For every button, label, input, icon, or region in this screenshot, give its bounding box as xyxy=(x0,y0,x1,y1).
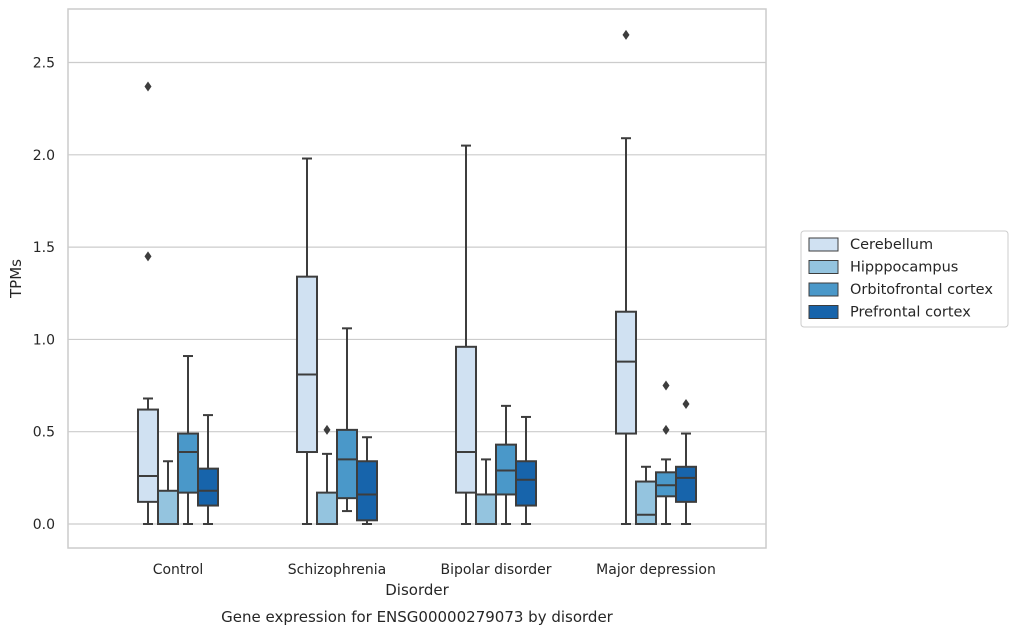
box-iqr xyxy=(356,460,378,522)
box-iqr xyxy=(296,275,318,454)
box-element xyxy=(296,157,318,526)
outlier-point xyxy=(662,424,670,435)
legend-frame xyxy=(800,230,1009,328)
x-axis-ticks: Control Schizophrenia Bipolar disorder Majo… xyxy=(153,562,716,578)
legend-swatch xyxy=(808,237,839,252)
legend-label: Hipppocampus xyxy=(850,260,958,276)
box-iqr xyxy=(475,493,497,526)
x-tick-label: Control xyxy=(153,562,204,578)
box-iqr xyxy=(316,491,338,526)
y-tick-label: 1.0 xyxy=(33,332,55,348)
y-tick-label: 0.5 xyxy=(33,425,55,441)
box-element xyxy=(495,404,517,526)
box-iqr xyxy=(157,489,179,526)
y-axis-title: TPMs xyxy=(7,259,25,299)
series-hipppocampus xyxy=(157,424,657,526)
box-element xyxy=(515,415,537,526)
box-element xyxy=(177,355,199,526)
y-tick-label: 1.5 xyxy=(33,240,55,256)
legend-label: Cerebellum xyxy=(850,237,933,253)
box-element xyxy=(475,458,497,526)
x-tick-label: Major depression xyxy=(596,562,716,578)
x-axis-title: Disorder xyxy=(385,581,449,599)
box-element xyxy=(336,327,358,513)
grid-lines xyxy=(68,61,766,525)
legend-label: Prefrontal cortex xyxy=(850,305,971,321)
legend-swatch xyxy=(808,305,839,319)
box-iqr xyxy=(197,467,219,507)
box-element xyxy=(655,380,677,526)
legend-label: Orbitofrontal cortex xyxy=(850,282,993,298)
x-tick-label: Schizophrenia xyxy=(288,562,386,578)
box-iqr xyxy=(515,460,537,507)
box-element xyxy=(197,414,219,526)
box-element xyxy=(356,436,378,526)
box-element xyxy=(455,144,477,526)
series-orbitofrontal-cortex xyxy=(177,327,677,526)
box-series xyxy=(137,29,697,526)
box-iqr xyxy=(615,310,637,435)
series-prefrontal-cortex xyxy=(197,399,697,526)
y-tick-label: 2.0 xyxy=(33,148,55,164)
y-tick-label: 2.5 xyxy=(33,56,55,72)
box-iqr xyxy=(137,408,159,503)
box-iqr xyxy=(635,480,657,526)
series-cerebellum xyxy=(137,29,637,526)
box-element xyxy=(137,81,159,526)
plot-area-frame xyxy=(67,8,767,549)
box-element xyxy=(316,424,338,526)
y-tick-label: 0.0 xyxy=(33,517,55,533)
outlier-point xyxy=(622,29,630,40)
legend-items: Cerebellum Hipppocampus Orbitofrontal cort… xyxy=(808,237,993,321)
box-element xyxy=(157,460,179,526)
outlier-point xyxy=(323,424,331,435)
box-iqr xyxy=(675,465,697,503)
y-axis-ticks: 0.0 0.5 1.0 1.5 2.0 2.5 xyxy=(33,56,55,533)
box-element xyxy=(635,465,657,526)
box-iqr xyxy=(455,345,477,494)
outlier-point xyxy=(144,251,152,262)
outlier-point xyxy=(662,380,670,391)
box-iqr xyxy=(336,428,358,500)
chart-caption: Gene expression for ENSG00000279073 by d… xyxy=(221,608,614,626)
outlier-point xyxy=(144,81,152,92)
legend-swatch xyxy=(808,282,839,297)
box-element xyxy=(675,399,697,526)
legend: Cerebellum Hipppocampus Orbitofrontal cort… xyxy=(800,230,1009,328)
x-tick-label: Bipolar disorder xyxy=(440,562,551,578)
outlier-point xyxy=(682,399,690,410)
legend-swatch xyxy=(808,260,839,274)
box-element xyxy=(615,29,637,526)
box-iqr xyxy=(177,432,199,494)
